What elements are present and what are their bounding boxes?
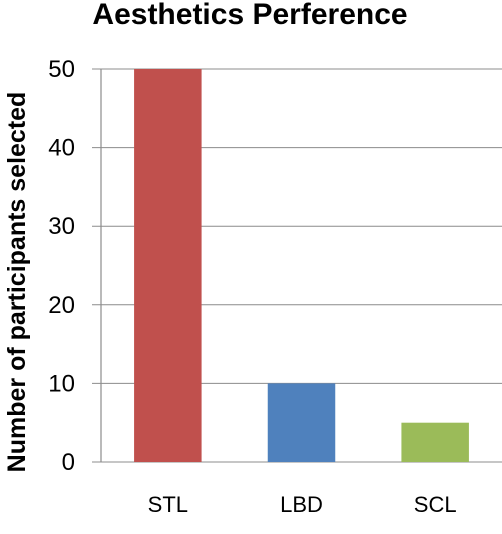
y-tick-label: 20 [48, 292, 75, 319]
y-tick-label: 40 [48, 135, 75, 162]
bar-stl [134, 69, 202, 462]
y-tick-label: 30 [48, 213, 75, 240]
bars [134, 69, 469, 462]
y-tick-label: 10 [48, 370, 75, 397]
y-tick-label: 50 [48, 56, 75, 83]
chart-title: Aesthetics Perference [92, 0, 407, 31]
x-tick-label: STL [148, 492, 188, 517]
bar-lbd [267, 383, 336, 462]
y-axis-ticks: 0 10 20 30 40 50 [48, 56, 75, 476]
y-tick-label: 0 [62, 449, 75, 476]
bar-scl [401, 422, 469, 462]
x-axis-ticks: STL LBD SCL [148, 492, 457, 517]
x-tick-label: LBD [280, 492, 323, 517]
y-axis-label: Number of participants selected [3, 92, 31, 473]
x-tick-label: SCL [414, 492, 457, 517]
